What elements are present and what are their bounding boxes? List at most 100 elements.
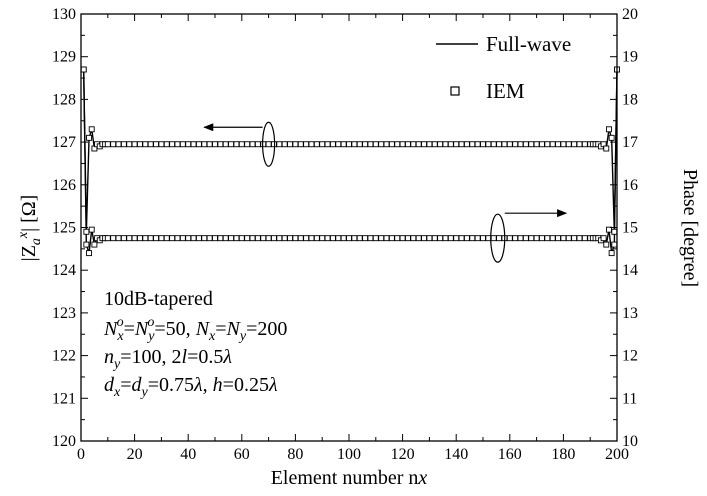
iem-marker-magnitude (222, 141, 229, 148)
y-right-tick-label: 20 (622, 6, 638, 23)
iem-marker-phase (340, 235, 347, 242)
iem-marker-magnitude (367, 141, 374, 148)
iem-marker-phase (115, 235, 122, 242)
series-line-magnitude (82, 69, 618, 232)
iem-marker-phase (485, 235, 492, 242)
iem-marker-phase (260, 235, 267, 242)
y-right-tick-label: 14 (622, 262, 638, 279)
iem-marker-phase (437, 235, 444, 242)
iem-marker-phase (426, 235, 433, 242)
iem-marker-phase (91, 241, 98, 248)
iem-marker-magnitude (212, 141, 218, 148)
iem-marker-phase (222, 235, 229, 242)
iem-marker-magnitude (490, 141, 497, 148)
iem-marker-magnitude (115, 141, 122, 148)
iem-marker-magnitude (437, 141, 444, 148)
iem-marker-phase (131, 235, 138, 242)
y-left-tick-label: 125 (52, 220, 76, 237)
y-right-tick-label: 13 (622, 305, 638, 322)
iem-marker-magnitude (565, 141, 572, 148)
legend-label-iem: IEM (486, 79, 525, 103)
series-layer (82, 69, 618, 254)
iem-marker-phase (254, 235, 261, 242)
iem-marker-magnitude (147, 141, 154, 148)
iem-marker-phase (158, 235, 165, 242)
iem-marker-magnitude (581, 141, 588, 148)
y-left-tick-label: 127 (52, 134, 76, 151)
x-tick-label: 140 (444, 446, 468, 463)
iem-marker-magnitude (501, 141, 508, 148)
iem-marker-phase (378, 235, 385, 242)
iem-marker-magnitude (329, 141, 336, 148)
iem-marker-magnitude (549, 141, 556, 148)
iem-marker-magnitude (346, 141, 352, 148)
iem-marker-phase (281, 235, 288, 242)
iem-marker-phase (201, 235, 208, 242)
iem-marker-magnitude (287, 141, 293, 148)
y-left-tick-label: 130 (52, 6, 76, 23)
x-tick-label: 100 (337, 446, 361, 463)
iem-marker-magnitude (533, 141, 540, 148)
iem-marker-phase (126, 235, 133, 242)
iem-marker-magnitude (571, 141, 578, 148)
iem-marker-magnitude (126, 141, 133, 148)
phase-series-ellipse (490, 213, 506, 263)
iem-marker-magnitude (153, 141, 159, 148)
iem-marker-phase (431, 235, 438, 242)
iem-marker-magnitude (378, 141, 385, 148)
iem-marker-magnitude (238, 141, 245, 148)
iem-marker-phase (351, 235, 358, 242)
iem-marker-phase (88, 226, 95, 233)
iem-marker-phase (458, 235, 465, 242)
iem-marker-magnitude (453, 141, 460, 148)
iem-marker-phase (287, 235, 293, 242)
iem-marker-phase (163, 235, 170, 242)
iem-marker-phase (271, 235, 277, 242)
iem-marker-phase (324, 235, 331, 242)
iem-marker-phase (319, 235, 326, 242)
iem-marker-phase (410, 235, 417, 242)
iem-marker-magnitude (506, 141, 513, 148)
iem-marker-phase (415, 235, 422, 242)
y-right-tick-label: 11 (622, 390, 637, 407)
iem-marker-phase (153, 235, 159, 242)
iem-marker-magnitude (447, 141, 454, 148)
iem-marker-magnitude (249, 141, 256, 148)
y-axis-right-title: Phase [degree] (679, 169, 701, 287)
iem-marker-magnitude (190, 141, 197, 148)
iem-marker-magnitude (88, 126, 95, 133)
iem-marker-phase (303, 235, 310, 242)
iem-marker-magnitude (179, 141, 186, 148)
iem-marker-magnitude (104, 141, 111, 148)
x-tick-label: 200 (605, 446, 629, 463)
iem-marker-magnitude (431, 141, 438, 148)
iem-marker-phase (179, 235, 186, 242)
iem-marker-phase (265, 235, 272, 242)
x-tick-label: 0 (77, 446, 85, 463)
iem-marker-phase (120, 235, 127, 242)
iem-marker-magnitude (405, 141, 411, 148)
iem-marker-phase (555, 235, 561, 242)
iem-marker-phase (174, 235, 181, 242)
y-right-tick-label: 10 (622, 433, 638, 450)
iem-marker-magnitude (528, 141, 535, 148)
iem-marker-phase (308, 235, 315, 242)
iem-marker-phase (217, 235, 224, 242)
iem-marker-magnitude (485, 141, 492, 148)
series-line-phase (82, 69, 618, 254)
iem-marker-magnitude (217, 141, 224, 148)
iem-marker-magnitude (539, 141, 545, 148)
iem-marker-phase (576, 235, 583, 242)
iem-marker-phase (606, 226, 612, 233)
iem-marker-phase (496, 235, 503, 242)
iem-marker-phase (86, 250, 92, 257)
y-left-tick-label: 124 (52, 262, 76, 279)
x-tick-label: 80 (287, 446, 303, 463)
iem-marker-magnitude (480, 141, 486, 148)
iem-marker-phase (238, 235, 245, 242)
iem-marker-magnitude (158, 141, 165, 148)
iem-marker-magnitude (606, 126, 612, 133)
iem-marker-phase (603, 241, 610, 248)
iem-marker-phase (346, 235, 352, 242)
